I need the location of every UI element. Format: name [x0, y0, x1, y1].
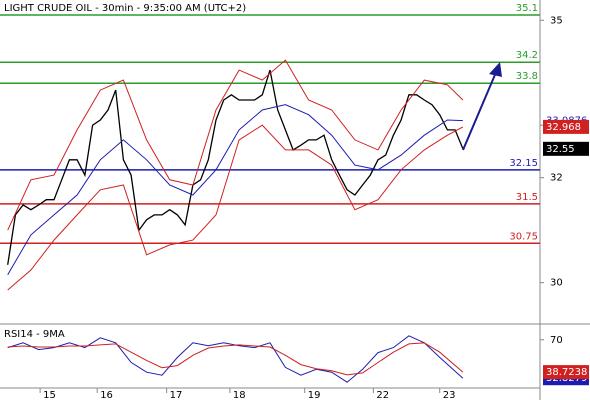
series-line [7, 335, 464, 383]
series-line [7, 104, 463, 276]
last-value-box [543, 365, 589, 380]
level-label: 32.15 [509, 158, 538, 169]
x-tick-label: 16 [100, 390, 113, 400]
arrow-head [489, 62, 502, 77]
level-label: 34.2 [516, 50, 538, 61]
panel-title: RSI14 - 9MA [4, 329, 65, 340]
level-label: 30.75 [509, 231, 538, 242]
x-tick-label: 17 [170, 390, 183, 400]
x-tick-label: 19 [308, 390, 321, 400]
last-value-label: 32.968 [546, 122, 581, 133]
plot: LIGHT CRUDE OIL - 30min - 9:35:00 AM (UT… [0, 3, 589, 400]
series-line [7, 124, 464, 291]
series-line [7, 69, 464, 265]
series-line [7, 59, 464, 231]
y-tick-label: 32 [550, 173, 563, 184]
panel-title: LIGHT CRUDE OIL - 30min - 9:35:00 AM (UT… [4, 3, 246, 14]
x-tick-label: 18 [233, 390, 246, 400]
x-tick-label: 15 [43, 390, 56, 400]
series-line [7, 342, 464, 376]
level-label: 35.1 [516, 3, 538, 14]
trend-arrow [462, 69, 498, 151]
y-tick-label: 30 [550, 278, 563, 289]
last-value-label: 38.7238 [546, 367, 587, 378]
x-tick-label: 22 [376, 390, 389, 400]
last-value-label: 32.55 [546, 144, 575, 155]
last-value-box [543, 141, 589, 156]
level-label: 33.8 [516, 71, 538, 82]
x-tick-label: 23 [443, 390, 456, 400]
y-tick-label: 35 [550, 15, 563, 26]
last-value-box [543, 119, 589, 134]
level-label: 31.5 [516, 192, 538, 203]
y-tick-label: 70 [550, 335, 563, 346]
